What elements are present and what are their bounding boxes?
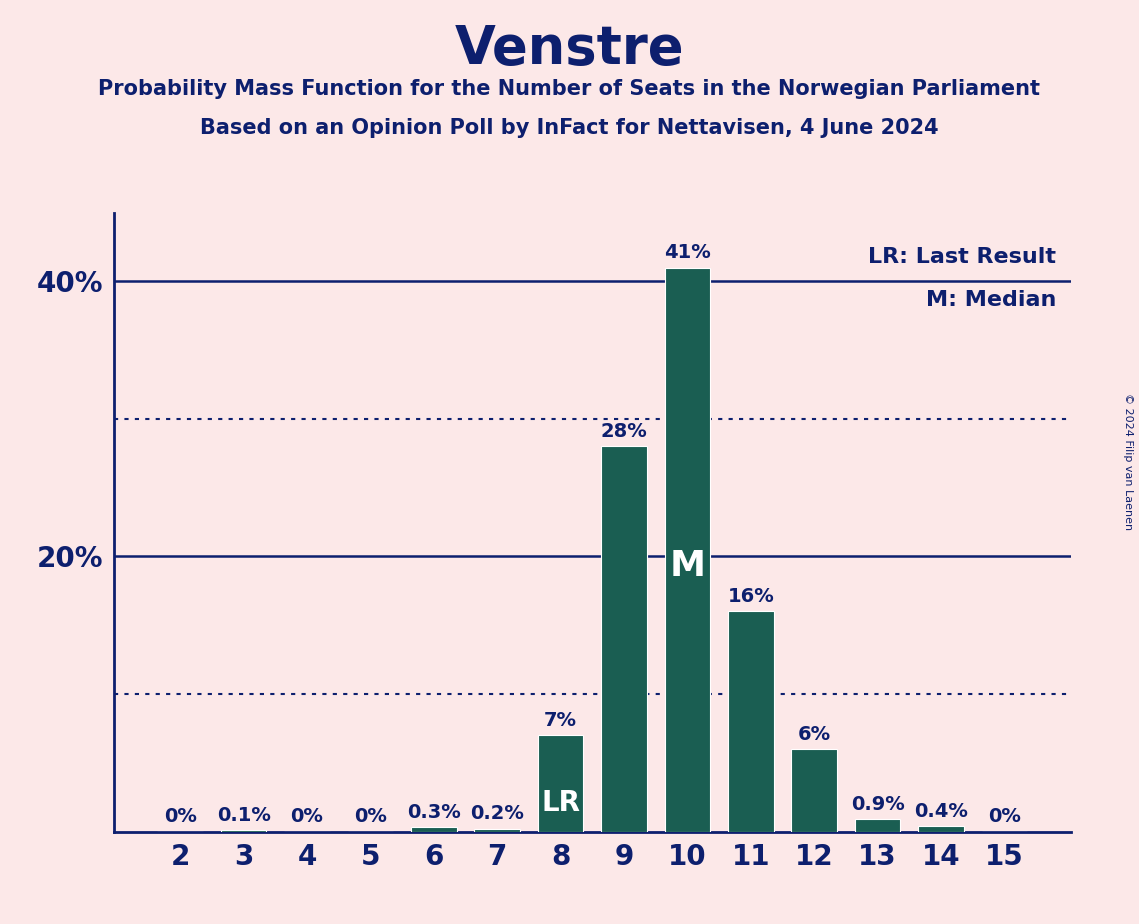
Bar bbox=[854, 820, 901, 832]
Text: © 2024 Filip van Laenen: © 2024 Filip van Laenen bbox=[1123, 394, 1133, 530]
Bar bbox=[474, 829, 521, 832]
Bar bbox=[411, 828, 457, 832]
Text: 0%: 0% bbox=[290, 807, 323, 826]
Text: 41%: 41% bbox=[664, 243, 711, 262]
Text: 0%: 0% bbox=[354, 807, 387, 826]
Text: LR: Last Result: LR: Last Result bbox=[868, 247, 1056, 266]
Bar bbox=[792, 749, 837, 832]
Text: 0.3%: 0.3% bbox=[407, 803, 460, 822]
Bar bbox=[221, 831, 267, 832]
Bar bbox=[538, 736, 583, 832]
Text: 0.2%: 0.2% bbox=[470, 805, 524, 823]
Text: Probability Mass Function for the Number of Seats in the Norwegian Parliament: Probability Mass Function for the Number… bbox=[98, 79, 1041, 99]
Text: 7%: 7% bbox=[544, 711, 577, 730]
Text: 16%: 16% bbox=[728, 587, 775, 606]
Text: Venstre: Venstre bbox=[454, 23, 685, 75]
Text: Based on an Opinion Poll by InFact for Nettavisen, 4 June 2024: Based on an Opinion Poll by InFact for N… bbox=[200, 118, 939, 139]
Text: 0.4%: 0.4% bbox=[913, 802, 968, 821]
Bar bbox=[601, 446, 647, 832]
Text: 0%: 0% bbox=[164, 807, 197, 826]
Text: 6%: 6% bbox=[797, 724, 830, 744]
Bar bbox=[918, 826, 964, 832]
Text: M: Median: M: Median bbox=[926, 290, 1056, 310]
Bar bbox=[664, 268, 711, 832]
Text: 0.1%: 0.1% bbox=[216, 806, 271, 825]
Text: 0.9%: 0.9% bbox=[851, 795, 904, 814]
Text: 0%: 0% bbox=[988, 807, 1021, 826]
Bar bbox=[728, 612, 773, 832]
Text: M: M bbox=[670, 550, 705, 583]
Text: LR: LR bbox=[541, 789, 580, 817]
Text: 28%: 28% bbox=[600, 422, 647, 441]
